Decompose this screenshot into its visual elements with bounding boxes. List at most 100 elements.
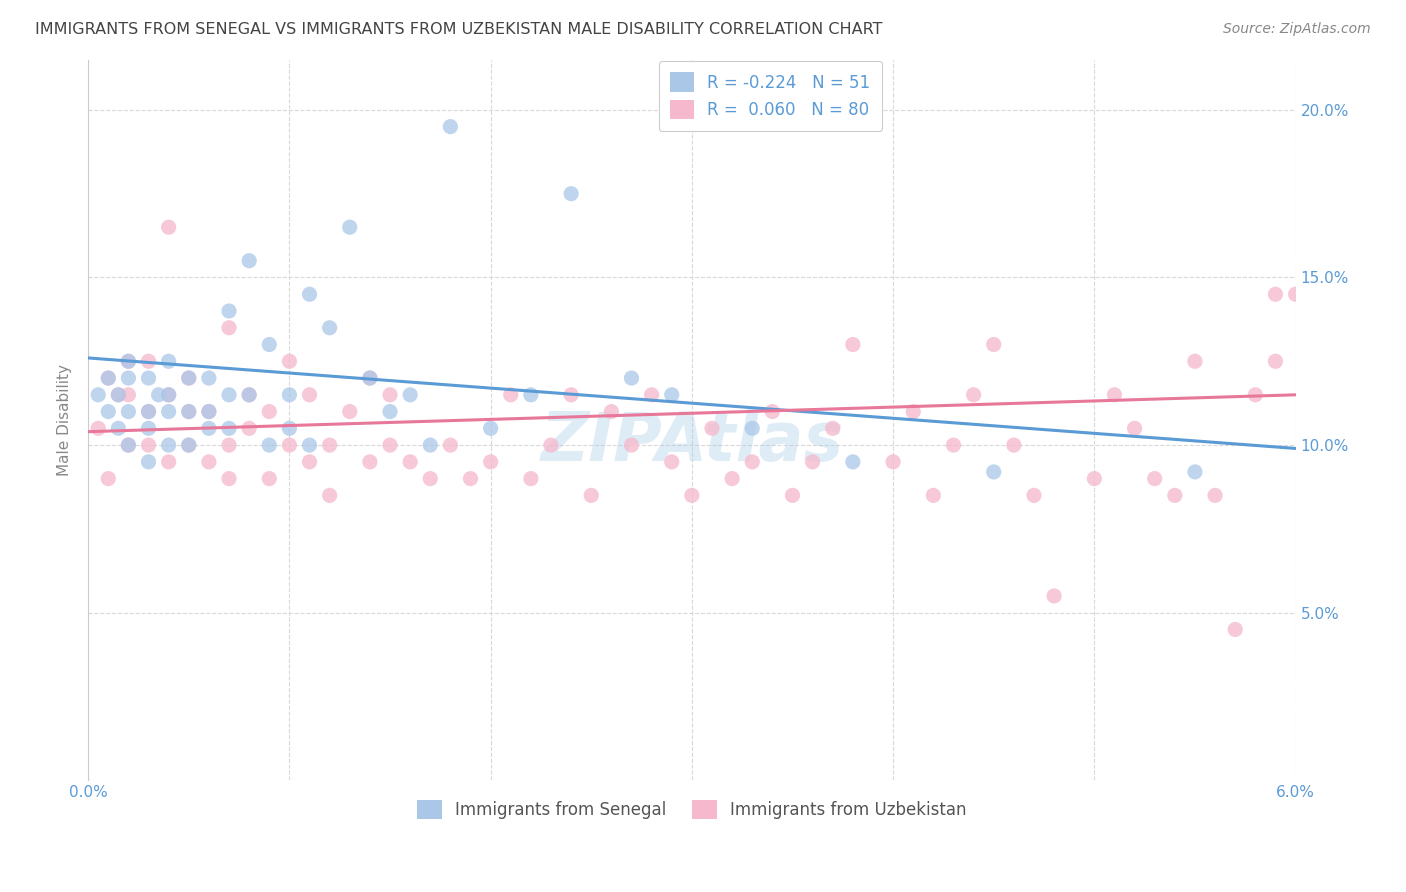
Point [661, 388, 683, 402]
Point [198, 404, 221, 418]
Point [177, 371, 200, 385]
Point [620, 371, 643, 385]
Point [983, 465, 1005, 479]
Point [560, 388, 582, 402]
Point [238, 253, 260, 268]
Point [298, 438, 321, 452]
Point [138, 421, 160, 435]
Text: IMMIGRANTS FROM SENEGAL VS IMMIGRANTS FROM UZBEKISTAN MALE DISABILITY CORRELATIO: IMMIGRANTS FROM SENEGAL VS IMMIGRANTS FR… [35, 22, 883, 37]
Point [1164, 488, 1187, 502]
Point [157, 404, 180, 418]
Point [1225, 623, 1247, 637]
Point [117, 404, 139, 418]
Point [198, 404, 221, 418]
Point [157, 388, 180, 402]
Point [821, 421, 844, 435]
Point [278, 438, 301, 452]
Point [87, 421, 110, 435]
Point [1184, 465, 1206, 479]
Point [138, 438, 160, 452]
Point [177, 371, 200, 385]
Point [117, 354, 139, 368]
Point [419, 472, 441, 486]
Point [117, 388, 139, 402]
Point [259, 438, 281, 452]
Point [138, 404, 160, 418]
Point [378, 404, 401, 418]
Point [278, 354, 301, 368]
Point [298, 287, 321, 301]
Point [359, 371, 381, 385]
Point [1002, 438, 1025, 452]
Point [97, 371, 120, 385]
Point [97, 404, 120, 418]
Point [259, 337, 281, 351]
Point [107, 421, 129, 435]
Point [1022, 488, 1045, 502]
Point [157, 354, 180, 368]
Legend: Immigrants from Senegal, Immigrants from Uzbekistan: Immigrants from Senegal, Immigrants from… [411, 794, 973, 826]
Point [238, 388, 260, 402]
Point [218, 320, 240, 334]
Point [218, 304, 240, 318]
Point [318, 438, 340, 452]
Point [1123, 421, 1146, 435]
Point [842, 337, 865, 351]
Point [479, 421, 502, 435]
Point [640, 388, 662, 402]
Point [1043, 589, 1066, 603]
Point [117, 438, 139, 452]
Point [117, 371, 139, 385]
Point [983, 337, 1005, 351]
Point [600, 404, 623, 418]
Point [700, 421, 723, 435]
Point [1264, 354, 1286, 368]
Point [520, 388, 543, 402]
Point [157, 455, 180, 469]
Point [681, 488, 703, 502]
Point [157, 388, 180, 402]
Point [138, 455, 160, 469]
Point [741, 421, 763, 435]
Point [117, 354, 139, 368]
Point [903, 404, 925, 418]
Point [87, 388, 110, 402]
Point [378, 438, 401, 452]
Point [107, 388, 129, 402]
Point [97, 371, 120, 385]
Point [842, 455, 865, 469]
Point [782, 488, 804, 502]
Point [259, 472, 281, 486]
Point [117, 438, 139, 452]
Point [318, 488, 340, 502]
Point [581, 488, 603, 502]
Point [1264, 287, 1286, 301]
Point [218, 438, 240, 452]
Point [378, 388, 401, 402]
Point [157, 220, 180, 235]
Point [198, 371, 221, 385]
Point [1284, 287, 1306, 301]
Point [359, 455, 381, 469]
Point [479, 455, 502, 469]
Point [218, 421, 240, 435]
Point [148, 388, 170, 402]
Point [1184, 354, 1206, 368]
Point [218, 388, 240, 402]
Point [942, 438, 965, 452]
Point [177, 438, 200, 452]
Point [138, 404, 160, 418]
Point [741, 455, 763, 469]
Point [177, 404, 200, 418]
Point [339, 404, 361, 418]
Point [761, 404, 783, 418]
Point [97, 472, 120, 486]
Text: Source: ZipAtlas.com: Source: ZipAtlas.com [1223, 22, 1371, 37]
Point [419, 438, 441, 452]
Point [460, 472, 482, 486]
Point [922, 488, 945, 502]
Point [318, 320, 340, 334]
Point [238, 421, 260, 435]
Point [499, 388, 522, 402]
Point [238, 388, 260, 402]
